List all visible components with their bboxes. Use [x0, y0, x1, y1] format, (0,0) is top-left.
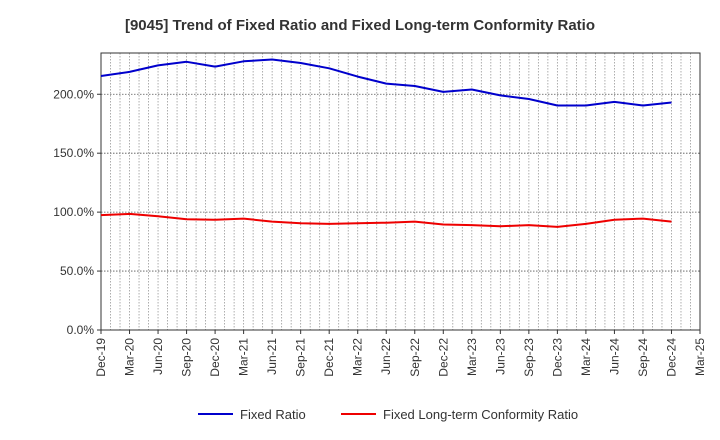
plot-frame	[100, 52, 701, 331]
x-tick-label: Mar-21	[237, 338, 251, 376]
x-tick-label: Sep-20	[180, 338, 194, 377]
series-line-fixed-long-term-conformity-ratio	[100, 212, 672, 228]
y-tick-label: 100.0%	[53, 205, 94, 219]
x-tick-label: Jun-23	[493, 338, 507, 375]
x-tick-label: Jun-22	[379, 338, 393, 375]
x-tick-label: Mar-20	[123, 338, 137, 376]
x-tick-label: Dec-24	[664, 338, 678, 377]
legend-label: Fixed Long-term Conformity Ratio	[383, 407, 578, 422]
x-tick-label: Jun-20	[151, 338, 165, 375]
x-tick-label: Jun-24	[607, 338, 621, 375]
x-tick-label: Dec-22	[436, 338, 450, 377]
x-tick-label: Sep-24	[636, 338, 650, 377]
x-axis: Dec-19 Mar-20 Jun-20 Sep-20 Dec-20 Mar-21 Jun-…	[94, 330, 707, 377]
y-tick-label: 150.0%	[53, 146, 94, 160]
y-axis: 0.0% 50.0% 100.0% 150.0% 200.0%	[53, 87, 101, 337]
y-tick-label: 0.0%	[67, 323, 95, 337]
chart-title: [9045] Trend of Fixed Ratio and Fixed Lo…	[125, 17, 595, 34]
x-tick-label: Mar-22	[351, 338, 365, 376]
x-tick-label: Dec-23	[550, 338, 564, 377]
x-tick-label: Mar-25	[693, 338, 707, 376]
x-tick-label: Sep-21	[294, 338, 308, 377]
x-tick-label: Sep-23	[522, 338, 536, 377]
gridlines	[101, 53, 700, 330]
x-tick-label: Mar-24	[579, 338, 593, 376]
x-tick-label: Dec-19	[94, 338, 108, 377]
y-tick-label: 200.0%	[53, 87, 94, 101]
legend: Fixed Ratio Fixed Long-term Conformity Ra…	[198, 407, 578, 422]
x-tick-label: Dec-21	[322, 338, 336, 377]
legend-label: Fixed Ratio	[240, 407, 306, 422]
x-tick-label: Sep-22	[408, 338, 422, 377]
x-tick-label: Mar-23	[465, 338, 479, 376]
series-line-fixed-ratio	[100, 58, 672, 107]
series-lines	[100, 58, 672, 228]
y-tick-label: 50.0%	[60, 264, 94, 278]
x-tick-label: Jun-21	[265, 338, 279, 375]
x-tick-label: Dec-20	[208, 338, 222, 377]
